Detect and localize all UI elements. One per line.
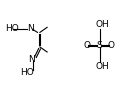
Text: HO: HO [20, 68, 34, 77]
Text: N: N [28, 55, 35, 64]
Text: OH: OH [95, 62, 109, 71]
Text: OH: OH [95, 20, 109, 29]
Text: HO: HO [5, 24, 19, 33]
Text: N: N [27, 24, 34, 33]
Text: S: S [96, 41, 102, 50]
Text: O: O [108, 41, 115, 50]
Text: O: O [83, 41, 90, 50]
